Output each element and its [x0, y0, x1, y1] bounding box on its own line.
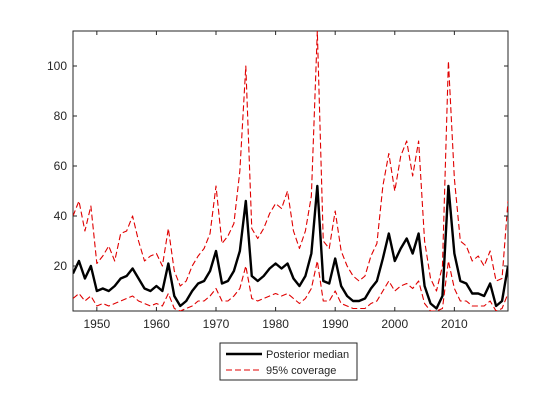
legend-box	[219, 342, 358, 381]
y-tick-label: 20	[54, 259, 68, 273]
y-tick-label: 100	[47, 59, 67, 73]
x-tick-label: 2000	[381, 317, 408, 331]
series-layer	[73, 31, 508, 311]
x-axis: 1950 1960 1970 1980 1990 2000 2010	[83, 31, 468, 331]
series-coverage-upper	[73, 31, 508, 292]
y-axis: 20 40 60 80 100	[47, 59, 508, 273]
y-tick-label: 60	[54, 159, 68, 173]
x-tick-label: 1980	[262, 317, 289, 331]
legend-label: 95% coverage	[266, 365, 336, 377]
x-tick-label: 2010	[441, 317, 468, 331]
y-tick-label: 40	[54, 209, 68, 223]
x-tick-label: 1970	[203, 317, 230, 331]
series-coverage-lower	[73, 260, 508, 311]
x-tick-label: 1960	[143, 317, 170, 331]
plot-area	[72, 30, 509, 312]
x-tick-label: 1990	[322, 317, 349, 331]
x-tick-label: 1950	[83, 317, 110, 331]
legend: Posterior median 95% coverage	[219, 342, 358, 381]
legend-label: Posterior median	[266, 349, 349, 361]
series-posterior-median	[73, 184, 508, 310]
plot-frame	[72, 30, 509, 312]
y-tick-label: 80	[54, 109, 68, 123]
